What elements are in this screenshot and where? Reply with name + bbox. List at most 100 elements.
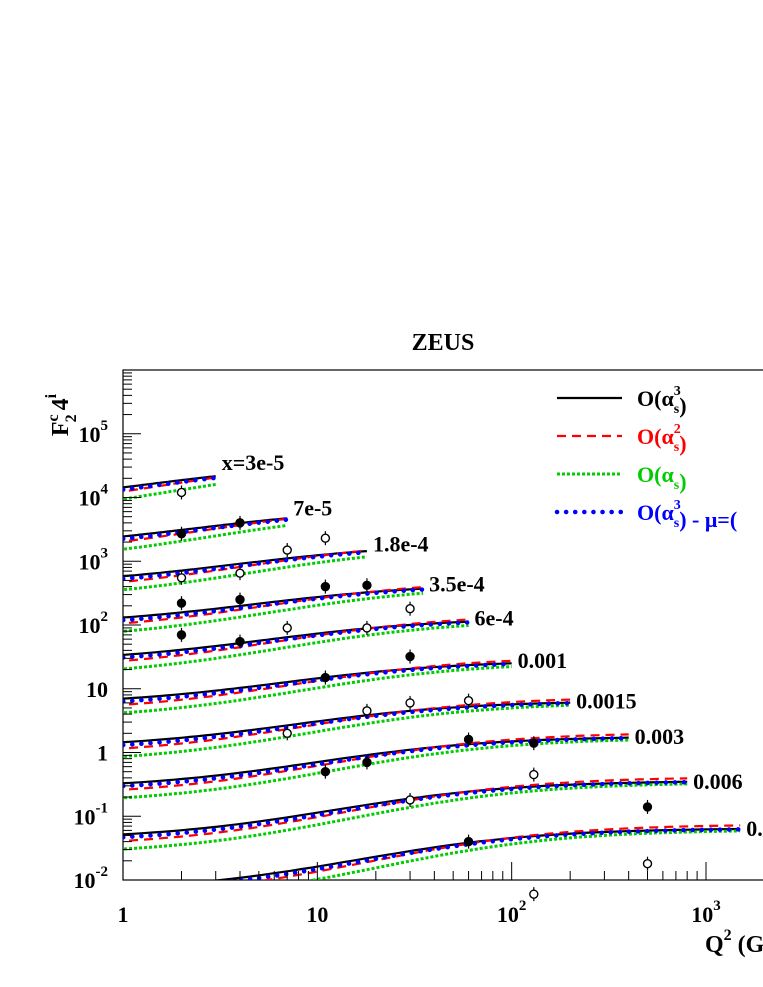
datapoint	[529, 738, 539, 748]
curve-nlo2-bin-5	[123, 659, 512, 706]
datapoint	[176, 487, 187, 498]
datapoint	[176, 529, 187, 539]
ylabel-sub: 2	[63, 414, 80, 422]
xlabel-main: Q	[705, 932, 724, 958]
curve-nlo3-bin-10	[114, 890, 763, 967]
datapoint	[529, 889, 539, 899]
curve-nlo2-bin-0	[123, 476, 216, 493]
curve-nlo2-bin-8	[123, 777, 688, 843]
y-tick-label: 10-1	[74, 800, 109, 829]
curve-nlo3-bin-0	[123, 475, 216, 489]
x-tick-label: 103	[691, 898, 721, 927]
bin-label-layer: x=3e-5 7e-5 1.8e-43.5e-4 6e-40.001 0.0015 0.0…	[222, 450, 763, 841]
datapoint	[176, 598, 187, 608]
x-tick-label: 10	[306, 902, 328, 927]
curve-lo-bin-3	[123, 591, 424, 633]
curve-alt-bin-9	[224, 827, 743, 880]
datapoint	[642, 802, 653, 812]
datapoint	[362, 757, 372, 768]
datapoint	[529, 769, 539, 780]
datapoint	[405, 698, 415, 708]
datapoint	[320, 766, 331, 777]
curve-lo-bin-10	[114, 892, 763, 982]
y-tick-label: 103	[79, 545, 109, 574]
datapoint	[320, 581, 331, 592]
ylabel-sup: c	[45, 414, 62, 421]
legend-label-lo: O(αs)	[637, 462, 687, 494]
curve-alt-bin-0	[123, 475, 218, 492]
datapoint	[235, 636, 245, 647]
bin-label: 0.001	[518, 648, 568, 673]
legend-label-alt: O(α3 s) - μ=(	[637, 498, 737, 532]
curve-lo-bin-7	[123, 738, 629, 800]
x-tick-label: 102	[497, 898, 527, 927]
datapoint	[463, 695, 474, 706]
curve-layer	[114, 475, 763, 982]
datapoint	[642, 859, 653, 869]
ylabel-tail-sup: i	[43, 393, 60, 398]
curve-nlo3-bin-4	[123, 620, 469, 656]
datapoint	[405, 604, 415, 614]
y-tick-label: 104	[79, 482, 109, 511]
datapoint	[362, 580, 372, 590]
datapoint	[405, 795, 415, 805]
curve-alt-bin-5	[123, 661, 514, 704]
datapoint	[282, 728, 292, 739]
curve-lo-bin-1	[123, 523, 288, 551]
datapoint	[320, 672, 331, 683]
xlabel-rest: (G	[732, 932, 763, 958]
curve-alt-bin-6	[123, 700, 573, 748]
bin-label: 6e-4	[475, 606, 514, 631]
curve-lo-bin-6	[123, 703, 571, 759]
y-tick-label: 102	[79, 609, 109, 638]
datapoint	[463, 734, 474, 745]
chart-title: ZEUS	[412, 330, 475, 356]
datapoint	[463, 836, 474, 847]
bin-label: 0.006	[693, 769, 743, 794]
curve-nlo2-bin-9	[259, 824, 741, 880]
datapoint	[176, 630, 187, 640]
datapoint-layer	[176, 485, 653, 902]
bin-label: 7e-5	[293, 495, 332, 520]
datapoint	[362, 706, 372, 716]
bin-label: 1.8e-4	[373, 531, 429, 556]
curve-nlo2-bin-7	[123, 733, 629, 791]
y-tick-label: 10	[86, 677, 108, 702]
datapoint	[405, 651, 415, 662]
curve-nlo2-bin-10	[114, 887, 763, 974]
datapoint	[235, 594, 245, 605]
curve-nlo3-bin-1	[123, 517, 288, 538]
curve-lo-bin-8	[123, 782, 688, 851]
legend-label-nlo3: O(α3 s)	[637, 384, 687, 418]
curve-lo-bin-9	[305, 829, 741, 880]
tick-layer: 1 10 102 103 10-2 10-1 1 10 102 103 104 105	[74, 372, 721, 927]
curve-alt-bin-2	[123, 549, 370, 582]
y-tick-label: 1	[97, 741, 108, 766]
bin-label: 0.003	[635, 724, 685, 749]
curve-nlo3-bin-7	[123, 736, 629, 785]
bin-label: 3.5e-4	[429, 571, 485, 596]
curve-alt-bin-3	[123, 587, 426, 623]
x-axis-label: Q2 (G	[705, 927, 763, 958]
curve-lo-bin-5	[123, 665, 512, 715]
datapoint	[235, 518, 245, 528]
ylabel-tail: 4	[48, 398, 74, 410]
bin-label: 0.0015	[576, 689, 637, 714]
datapoint	[320, 533, 331, 543]
y-tick-label: 10-2	[74, 864, 109, 893]
y-tick-label: 105	[79, 418, 109, 447]
xlabel-sup: 2	[724, 927, 732, 944]
datapoint	[282, 623, 292, 633]
datapoint	[282, 545, 292, 555]
curve-alt-bin-10	[114, 891, 763, 970]
curve-alt-bin-8	[123, 779, 690, 840]
x-tick-label: 1	[118, 902, 129, 927]
ylabel-main: F	[48, 421, 74, 436]
curve-lo-bin-4	[123, 624, 469, 671]
bin-label: 0.012	[746, 816, 763, 841]
bin-label: x=3e-5	[222, 450, 285, 475]
datapoint	[362, 623, 372, 633]
curve-alt-bin-1	[123, 517, 290, 542]
y-axis-label: Fc2 4i	[43, 393, 80, 436]
